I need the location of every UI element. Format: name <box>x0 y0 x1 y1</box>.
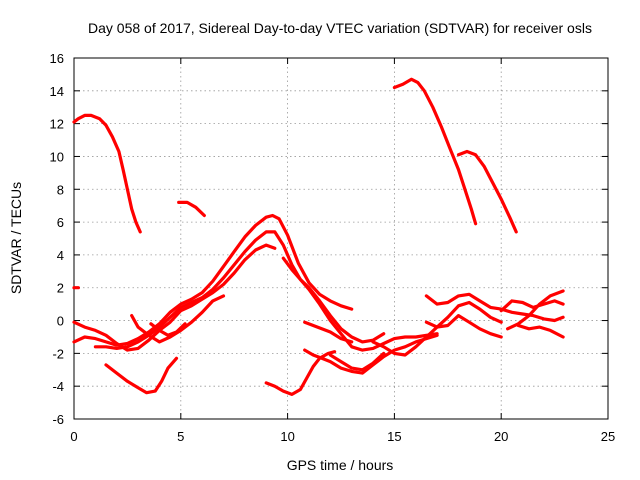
series-arc-14 <box>303 333 439 375</box>
y-tick-label: 0 <box>57 314 64 329</box>
series-arc-11 <box>281 256 439 352</box>
axis-ticks: 0 5 10 15 20 25 -6 -4 -2 0 2 4 6 8 10 12 14 16 <box>50 51 616 444</box>
chart-title: Day 058 of 2017, Sidereal Day-to-day VTE… <box>88 20 592 36</box>
series-arc-22 <box>516 323 565 339</box>
series-arc-09 <box>93 230 386 350</box>
series-arc-21 <box>506 289 565 331</box>
x-tick-label: 10 <box>280 429 294 444</box>
x-tick-label: 0 <box>70 429 77 444</box>
series-arc-02 <box>72 113 142 234</box>
x-tick-label: 15 <box>387 429 401 444</box>
x-tick-label: 25 <box>601 429 615 444</box>
series-arc-18 <box>424 314 503 339</box>
x-tick-label: 20 <box>494 429 508 444</box>
y-tick-label: 8 <box>57 182 64 197</box>
y-tick-label: -6 <box>52 412 64 427</box>
y-tick-label: 14 <box>50 84 64 99</box>
series-arc-19 <box>424 292 565 323</box>
series-arc-15 <box>303 320 354 344</box>
y-axis-label: SDTVAR / TECUs <box>8 182 24 294</box>
series-arc-20 <box>499 299 565 313</box>
series-arc-08 <box>72 213 354 347</box>
y-tick-label: 16 <box>50 51 64 66</box>
series-arc-07 <box>264 350 337 396</box>
x-tick-label: 5 <box>177 429 184 444</box>
y-tick-label: 4 <box>57 248 64 263</box>
series-arc-05 <box>456 149 518 234</box>
x-axis-label: GPS time / hours <box>287 457 394 473</box>
y-tick-label: 2 <box>57 281 64 296</box>
series-arc-10 <box>72 243 277 352</box>
series-arc-16 <box>328 351 386 372</box>
y-tick-label: 12 <box>50 117 64 132</box>
grid <box>74 58 608 419</box>
series-group <box>72 77 565 396</box>
y-tick-label: -4 <box>52 379 64 394</box>
series-arc-04 <box>392 77 478 226</box>
plot-frame <box>73 57 609 420</box>
y-tick-label: -2 <box>52 346 64 361</box>
series-arc-06 <box>104 356 179 395</box>
y-tick-label: 10 <box>50 149 64 164</box>
series-arc-03 <box>177 200 206 218</box>
y-tick-label: 6 <box>57 215 64 230</box>
series-arc-13 <box>149 322 187 337</box>
